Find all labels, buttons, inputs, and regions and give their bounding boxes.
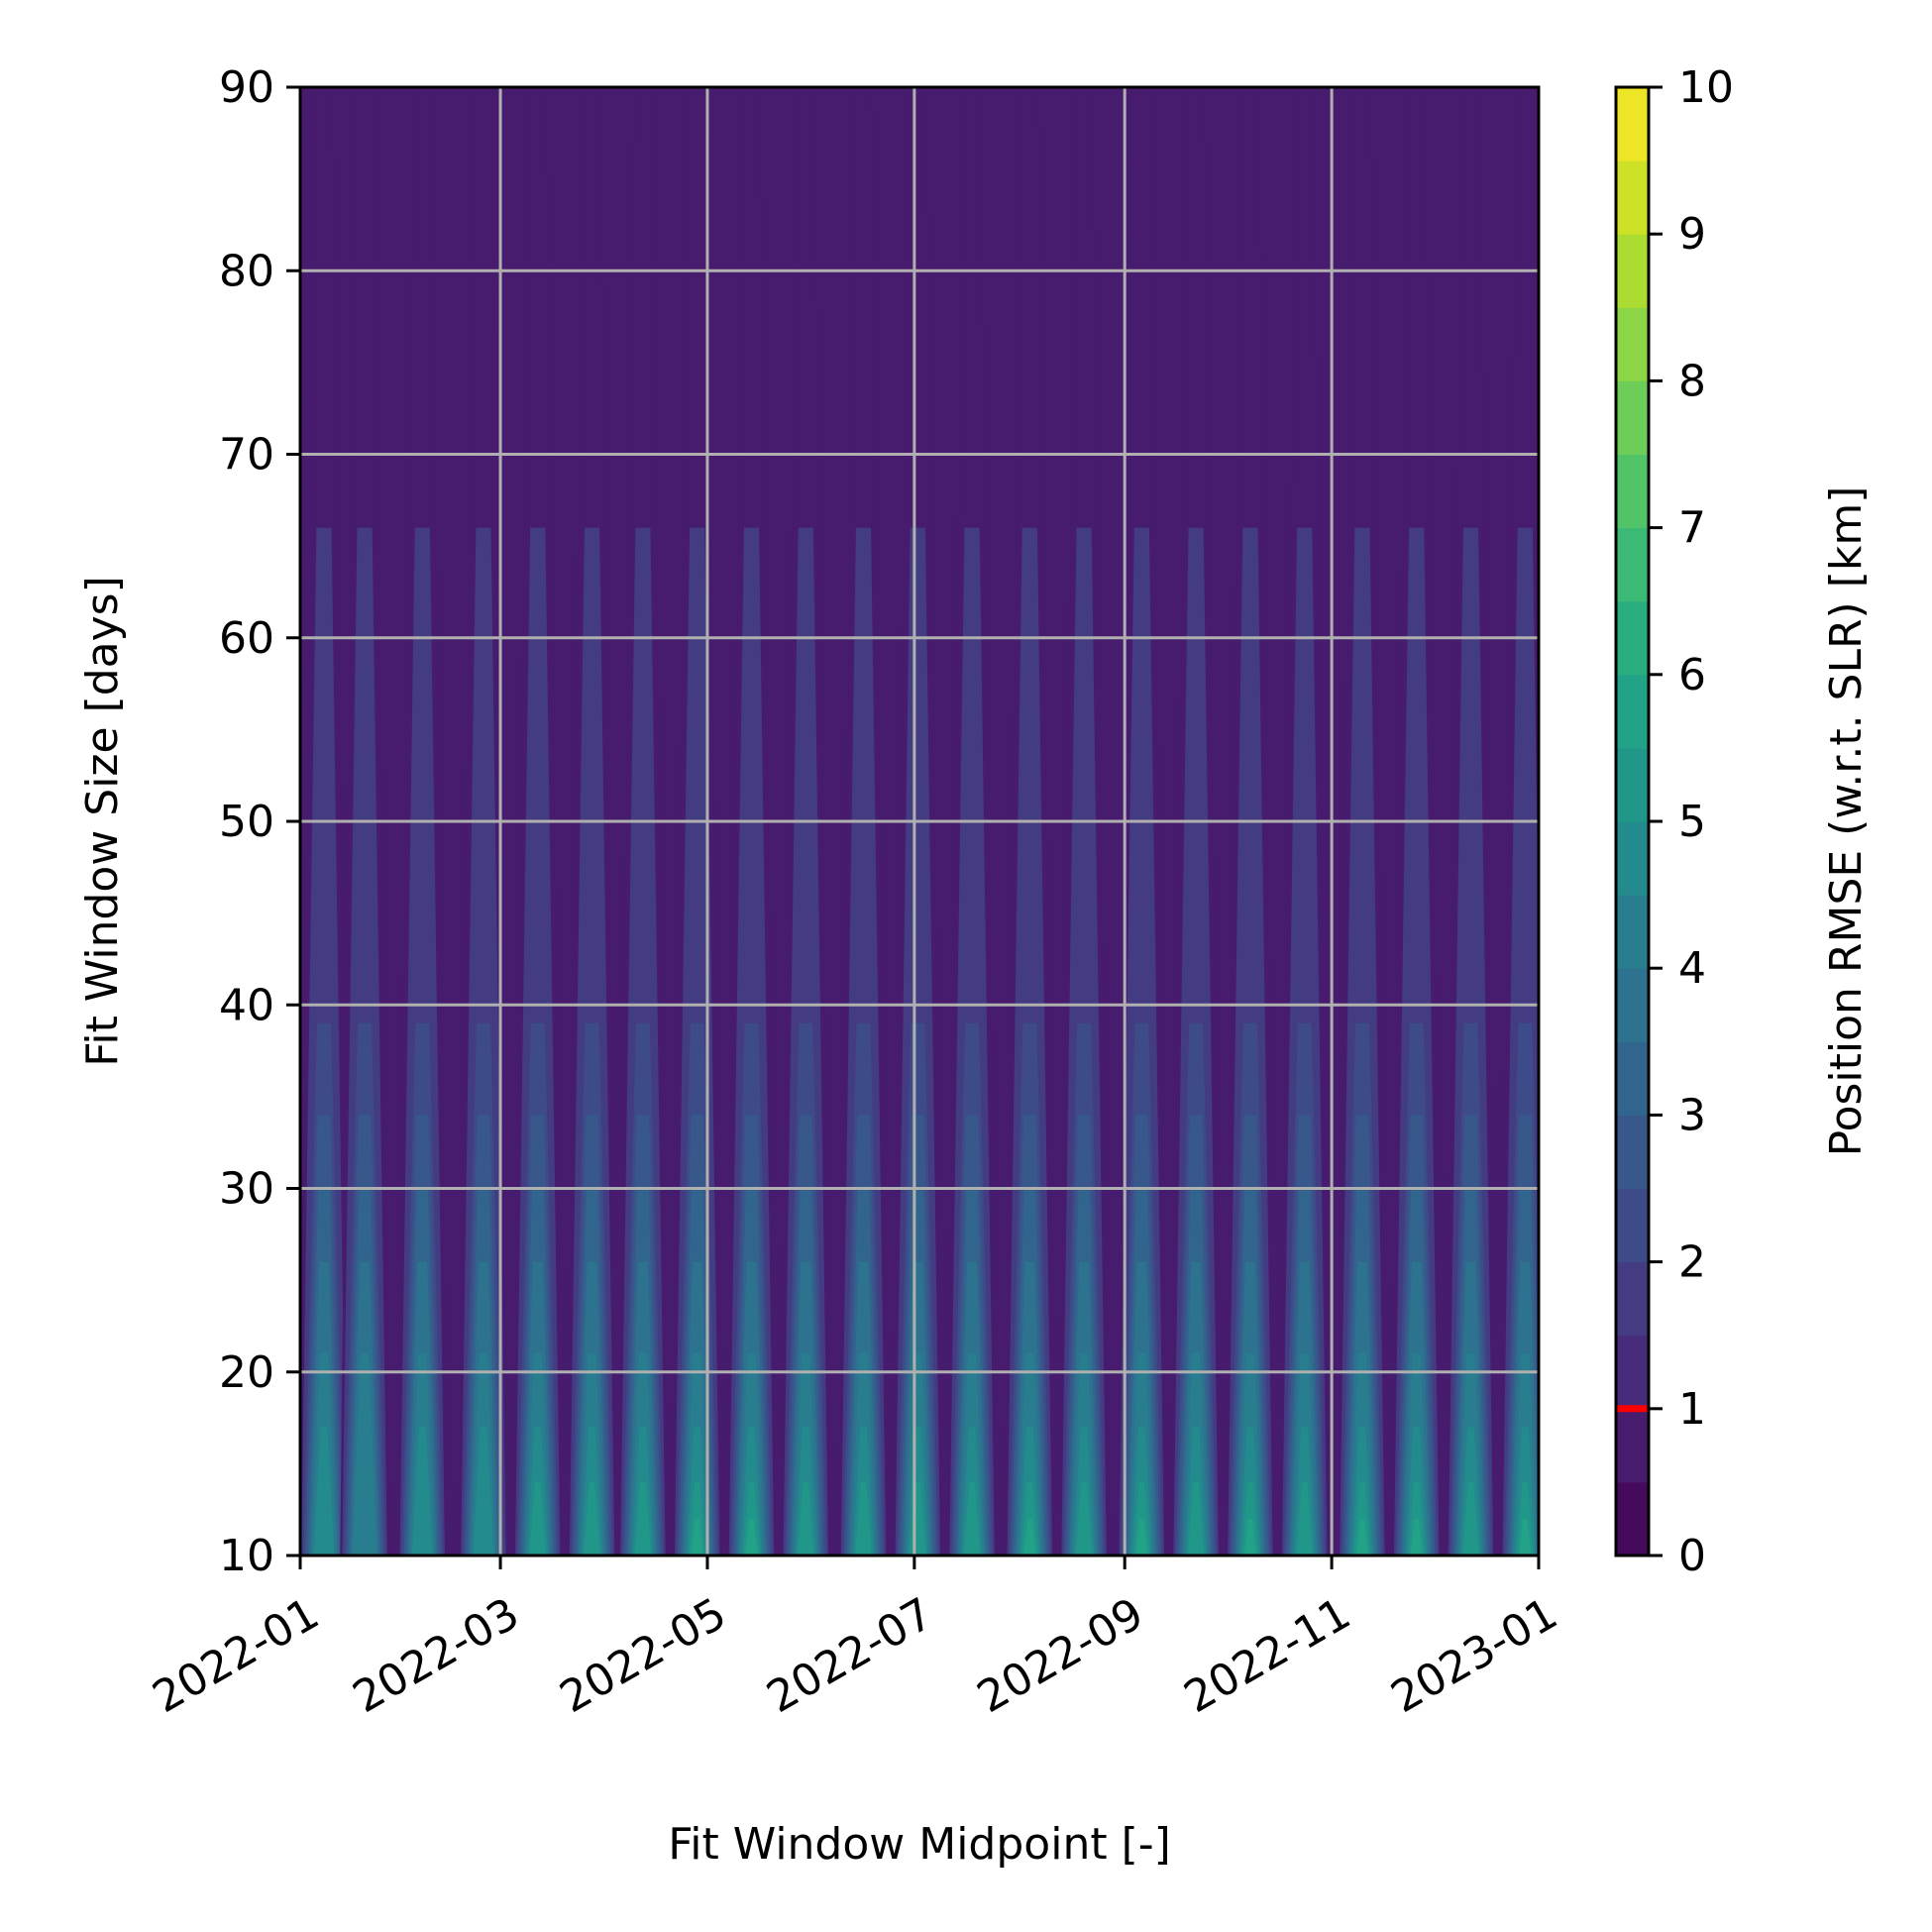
contour-region: [529, 1481, 546, 1556]
colorbar-level: [1616, 1041, 1649, 1116]
colorbar-level: [1616, 380, 1649, 455]
contour-region: [1519, 1518, 1532, 1556]
colorbar-level: [1616, 527, 1649, 602]
y-tick-label: 50: [219, 797, 274, 847]
colorbar-level: [1616, 1408, 1649, 1483]
colorbar-tick-label: 4: [1678, 943, 1706, 994]
colorbar-level: [1616, 1261, 1649, 1337]
colorbar-level: [1616, 1188, 1649, 1263]
contour-region: [745, 1518, 758, 1556]
colorbar-tick-label: 9: [1678, 209, 1706, 260]
y-tick-label: 40: [219, 980, 274, 1030]
colorbar-level: [1616, 454, 1649, 529]
colorbar-level: [1616, 1335, 1649, 1410]
x-axis-label: Fit Window Midpoint [-]: [668, 1819, 1171, 1870]
y-tick-label: 90: [219, 62, 274, 113]
x-tick-label: 2022-11: [1176, 1588, 1359, 1723]
colorbar-tick-label: 10: [1678, 62, 1734, 113]
y-tick-label: 80: [219, 246, 274, 296]
contour-region: [798, 1481, 814, 1556]
contour-region: [855, 1481, 872, 1556]
colorbar-tick-label: 5: [1678, 797, 1706, 847]
y-tick-label: 20: [219, 1347, 274, 1398]
y-tick-label: 10: [219, 1531, 274, 1581]
y-axis-label: Fit Window Size [days]: [77, 576, 128, 1067]
x-axis: 2022-01 2022-03 2022-05 2022-07 2022-09 2022-…: [145, 1556, 1566, 1723]
colorbar: 0 1 2 3 4 5 6 7 8 9 10: [1614, 62, 1734, 1581]
contour-region: [313, 1427, 335, 1556]
contour-region: [1462, 1481, 1479, 1556]
contour-region: [1075, 1481, 1093, 1556]
colorbar-level: [1616, 307, 1649, 381]
colorbar-tick-label: 7: [1678, 503, 1706, 554]
colorbar-tick-label: 1: [1678, 1384, 1706, 1435]
colorbar-level: [1616, 87, 1649, 161]
y-axis: 10 20 30 40 50 60 70 80 90: [219, 62, 300, 1581]
contour-region: [473, 1427, 494, 1556]
x-tick-label: 2022-01: [145, 1588, 328, 1723]
x-tick-label: 2022-09: [969, 1588, 1152, 1723]
contour-region: [411, 1427, 433, 1556]
y-tick-label: 30: [219, 1164, 274, 1215]
colorbar-tick-label: 8: [1678, 356, 1706, 406]
colorbar-level: [1616, 747, 1649, 822]
x-tick-label: 2022-07: [759, 1588, 942, 1723]
contour-region: [352, 1353, 377, 1556]
colorbar-tick-label: 0: [1678, 1531, 1706, 1581]
colorbar-level: [1616, 895, 1649, 969]
contour-region: [1296, 1481, 1313, 1556]
colorbar-tick-label: 3: [1678, 1090, 1706, 1140]
colorbar-level: [1616, 234, 1649, 308]
colorbar-level: [1616, 600, 1649, 676]
colorbar-level: [1616, 674, 1649, 749]
contour-region: [963, 1481, 981, 1556]
contour-region: [1355, 1518, 1369, 1556]
y-tick-label: 60: [219, 613, 274, 664]
colorbar-level: [1616, 1115, 1649, 1189]
contour-region: [1023, 1518, 1036, 1556]
colorbar-level: [1616, 968, 1649, 1042]
contour-region: [1187, 1481, 1205, 1556]
x-tick-label: 2023-01: [1383, 1588, 1566, 1723]
contour-region: [1410, 1518, 1423, 1556]
colorbar-level: [1616, 821, 1649, 896]
grid: [300, 87, 1539, 1556]
contour-region: [1135, 1518, 1148, 1556]
oscillation-band: [1500, 87, 1539, 1556]
colorbar-tick-label: 6: [1678, 650, 1706, 700]
contour-region: [634, 1481, 652, 1556]
x-tick-label: 2022-03: [345, 1588, 528, 1723]
y-tick-label: 70: [219, 430, 274, 481]
colorbar-level: [1616, 1481, 1649, 1556]
colorbar-level: [1616, 161, 1649, 235]
contour-region: [584, 1481, 600, 1556]
contour-region: [691, 1518, 703, 1556]
colorbar-tick-label: 2: [1678, 1237, 1706, 1288]
contour-region: [1243, 1518, 1257, 1556]
colorbar-label: Position RMSE (w.r.t. SLR) [km]: [1821, 486, 1872, 1157]
x-tick-label: 2022-05: [552, 1588, 735, 1723]
